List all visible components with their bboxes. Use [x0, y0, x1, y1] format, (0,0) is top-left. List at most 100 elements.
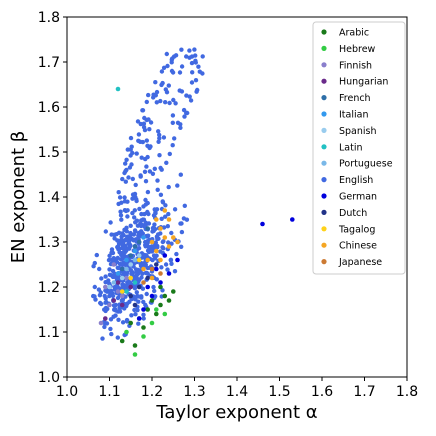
x-tick-label: 1.6 [311, 384, 333, 400]
point-english [130, 192, 136, 197]
legend-marker [321, 259, 327, 265]
point-english [136, 230, 142, 236]
point-english [107, 267, 112, 272]
x-tick-label: 1.3 [183, 384, 205, 400]
point-english [163, 100, 168, 105]
point-english [192, 47, 197, 52]
point-english [108, 326, 113, 332]
point-english [141, 312, 146, 317]
point-english [175, 120, 181, 126]
point-english [160, 80, 165, 86]
point-english [172, 207, 178, 212]
legend-marker [321, 144, 327, 150]
y-tick-label: 1.3 [38, 235, 60, 251]
point-arabic [145, 307, 150, 312]
legend-marker [321, 177, 327, 183]
point-english [200, 54, 205, 59]
point-english [92, 294, 97, 299]
point-english [179, 47, 184, 52]
point-english [119, 200, 124, 205]
point-english [111, 303, 117, 308]
point-english [130, 196, 135, 201]
point-english [129, 162, 134, 167]
point-portuguese [124, 266, 129, 272]
point-english [109, 257, 114, 262]
y-axis-label: EN exponent β [8, 131, 29, 264]
point-english [155, 236, 160, 242]
point-english [178, 221, 183, 226]
point-english [154, 89, 160, 95]
point-english [149, 249, 155, 254]
point-english [115, 335, 121, 340]
point-english [147, 127, 152, 132]
point-english [136, 321, 141, 326]
point-english [112, 232, 117, 237]
point-english [133, 182, 138, 188]
point-chinese [162, 235, 168, 240]
point-english [110, 293, 116, 299]
point-english [138, 121, 143, 127]
point-finnish [119, 293, 125, 299]
point-english [97, 266, 102, 272]
point-english [103, 274, 108, 279]
point-chinese [145, 257, 150, 263]
y-tick-label: 1.5 [38, 145, 60, 161]
y-tick-label: 1.0 [38, 370, 60, 386]
point-spanish [107, 284, 112, 290]
point-english [154, 100, 159, 105]
point-hebrew [124, 329, 129, 335]
point-english [155, 187, 160, 192]
point-hungarian [128, 284, 133, 290]
point-english [135, 119, 141, 124]
point-english [184, 54, 189, 59]
point-english [160, 245, 165, 250]
point-english [161, 65, 167, 71]
point-english [125, 318, 130, 323]
point-english [189, 80, 195, 85]
point-english [166, 83, 171, 88]
point-english [133, 297, 138, 302]
point-english [184, 93, 189, 98]
y-tick-label: 1.2 [38, 280, 60, 296]
point-english [122, 245, 127, 250]
point-english [102, 293, 107, 299]
point-english [136, 294, 141, 299]
point-english [152, 222, 157, 227]
point-english [111, 314, 116, 319]
point-english [169, 68, 175, 74]
point-german [149, 293, 155, 299]
point-german [260, 221, 265, 227]
point-arabic [132, 343, 138, 348]
point-english [165, 224, 170, 229]
legend-label: Dutch [339, 208, 367, 219]
point-english [98, 290, 104, 295]
point-english [136, 236, 141, 241]
x-tick-label: 1.7 [353, 384, 375, 400]
point-english [159, 69, 165, 74]
point-english [144, 138, 149, 143]
point-english [129, 313, 134, 318]
legend-marker [321, 226, 327, 232]
point-english [165, 63, 170, 69]
legend-label: Finnish [339, 60, 372, 71]
point-english [157, 153, 162, 158]
x-axis-label: Taylor exponent α [155, 402, 317, 423]
point-english [127, 246, 132, 251]
point-english [141, 217, 147, 222]
point-english [196, 64, 201, 69]
point-finnish [115, 289, 121, 294]
point-hungarian [103, 316, 108, 321]
legend-box [312, 21, 406, 275]
point-english [131, 237, 136, 242]
point-english [167, 151, 172, 157]
point-english [110, 268, 116, 274]
point-english [155, 232, 161, 237]
point-english [148, 120, 154, 125]
point-english [138, 223, 144, 229]
legend-label: Hungarian [339, 77, 388, 88]
point-german [145, 284, 150, 290]
point-latin [132, 280, 138, 285]
point-english [120, 320, 126, 325]
point-english [171, 97, 176, 103]
point-english [169, 230, 174, 236]
